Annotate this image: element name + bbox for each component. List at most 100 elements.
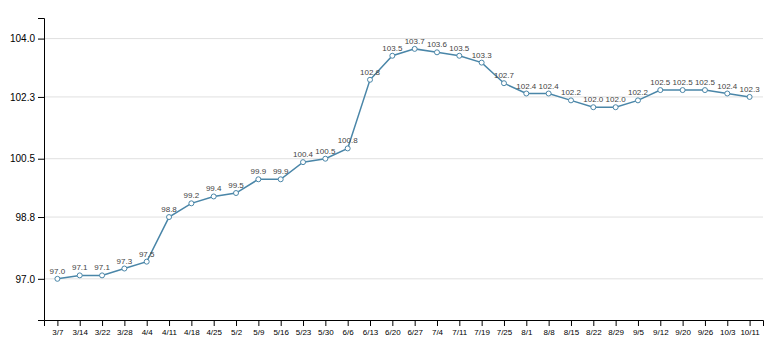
data-label: 102.3	[740, 85, 761, 94]
point	[55, 276, 60, 281]
data-label: 103.7	[405, 37, 426, 46]
x-tick-mark	[348, 320, 349, 326]
data-label: 102.5	[695, 78, 716, 87]
x-tick-label: 6/6	[343, 328, 355, 337]
point	[747, 94, 752, 99]
x-tick-label: 6/13	[363, 328, 379, 337]
x-tick: 8/29	[608, 320, 624, 337]
x-tick: 3/28	[117, 320, 133, 337]
point	[234, 191, 239, 196]
x-tick: 3/22	[95, 320, 111, 337]
y-tick-mark	[38, 217, 44, 218]
grid-line	[44, 278, 763, 279]
x-tick-mark	[437, 320, 438, 326]
x-tick-mark	[370, 320, 371, 326]
x-tick-mark	[325, 320, 326, 326]
point	[301, 160, 306, 165]
x-tick: 5/2	[231, 320, 243, 337]
x-tick: 10/3	[720, 320, 736, 337]
point	[635, 98, 640, 103]
y-tick-mark	[38, 97, 44, 98]
x-tick-mark	[549, 320, 550, 326]
grid-line	[44, 158, 763, 159]
line	[57, 49, 749, 279]
y-tick-mark	[38, 279, 44, 280]
x-tick-mark	[236, 320, 237, 326]
point	[100, 273, 105, 278]
x-tick: 4/25	[206, 320, 222, 337]
x-tick-label: 7/4	[432, 328, 444, 337]
data-label: 102.2	[561, 88, 582, 97]
data-label: 99.5	[228, 181, 244, 190]
x-tick-label: 4/11	[162, 328, 178, 337]
x-tick-label: 5/16	[273, 328, 289, 337]
x-tick: 9/26	[698, 320, 714, 337]
data-label: 100.4	[293, 150, 314, 159]
point	[144, 259, 149, 264]
y-tick: 102.3	[10, 92, 44, 103]
x-tick: 5/23	[296, 320, 312, 337]
x-tick-label: 8/1	[521, 328, 533, 337]
x-tick: 3/7	[52, 320, 64, 337]
grid-line	[44, 96, 763, 97]
x-tick: 3/14	[72, 320, 88, 337]
data-label: 102.4	[539, 82, 560, 91]
x-tick: 5/16	[273, 320, 289, 337]
x-axis: 3/73/143/223/284/44/114/184/255/25/95/16…	[45, 320, 764, 337]
x-tick-label: 5/23	[296, 328, 312, 337]
point	[613, 105, 618, 110]
point	[702, 88, 707, 93]
data-label: 102.4	[717, 82, 738, 91]
y-tick-mark	[38, 159, 44, 160]
data-label: 97.0	[50, 267, 66, 276]
point	[479, 60, 484, 65]
y-tick-label: 102.3	[10, 92, 35, 103]
x-tick: 8/1	[521, 320, 533, 337]
x-tick-mark	[683, 320, 684, 326]
x-tick-label: 5/2	[231, 328, 243, 337]
grid	[44, 39, 763, 279]
x-tick: 6/6	[343, 320, 355, 337]
x-tick: 9/12	[653, 320, 669, 337]
data-label: 99.9	[273, 167, 289, 176]
x-tick-label: 3/22	[95, 328, 111, 337]
point	[591, 105, 596, 110]
x-tick-label: 4/25	[206, 328, 222, 337]
data-label: 99.9	[251, 167, 267, 176]
y-tick: 98.8	[16, 212, 44, 223]
x-tick: 4/4	[142, 320, 154, 337]
x-tick-label: 9/26	[698, 328, 714, 337]
x-tick-mark	[258, 320, 259, 326]
point	[412, 46, 417, 51]
x-tick-label: 5/30	[318, 328, 334, 337]
y-tick-mark	[38, 39, 44, 40]
data-label: 99.4	[206, 184, 222, 193]
x-tick-mark	[750, 320, 751, 326]
y-tick-label: 104.0	[10, 33, 35, 44]
x-tick: 8/8	[544, 320, 556, 337]
x-tick-label: 4/4	[142, 328, 154, 337]
point	[256, 177, 261, 182]
point	[368, 77, 373, 82]
x-tick-label: 8/29	[608, 328, 624, 337]
data-label: 102.8	[360, 68, 381, 77]
x-tick: 4/18	[184, 320, 200, 337]
data-label: 100.8	[338, 136, 359, 145]
point	[680, 88, 685, 93]
data-label: 102.0	[583, 95, 604, 104]
data-label: 97.1	[94, 263, 110, 272]
y-tick: 104.0	[10, 33, 44, 44]
x-tick: 7/11	[452, 320, 468, 337]
point	[568, 98, 573, 103]
x-tick-mark	[102, 320, 103, 326]
grid-line	[44, 217, 763, 218]
x-tick: 6/20	[385, 320, 401, 337]
point	[345, 146, 350, 151]
data-label: 97.1	[72, 263, 88, 272]
x-tick-mark	[705, 320, 706, 326]
y-tick: 97.0	[16, 274, 44, 285]
point	[189, 201, 194, 206]
point	[390, 53, 395, 58]
data-label: 103.5	[449, 44, 470, 53]
x-tick-mark	[57, 320, 58, 326]
